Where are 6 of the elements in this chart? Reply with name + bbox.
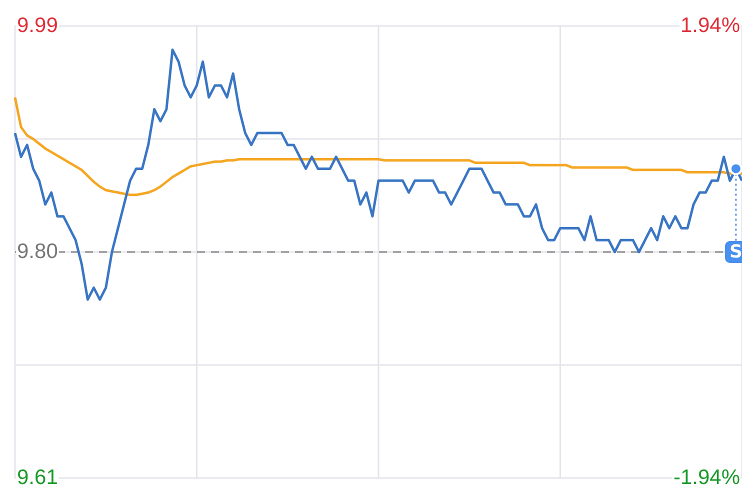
y2-tick-label: -1.94%: [673, 466, 740, 489]
y-tick-label: 9.99: [17, 14, 58, 37]
y-tick-label: 9.61: [17, 466, 58, 489]
y2-tick-label: 1.94%: [680, 14, 740, 37]
y-tick-label: 9.80: [17, 240, 58, 263]
annotation: S: [729, 242, 742, 263]
